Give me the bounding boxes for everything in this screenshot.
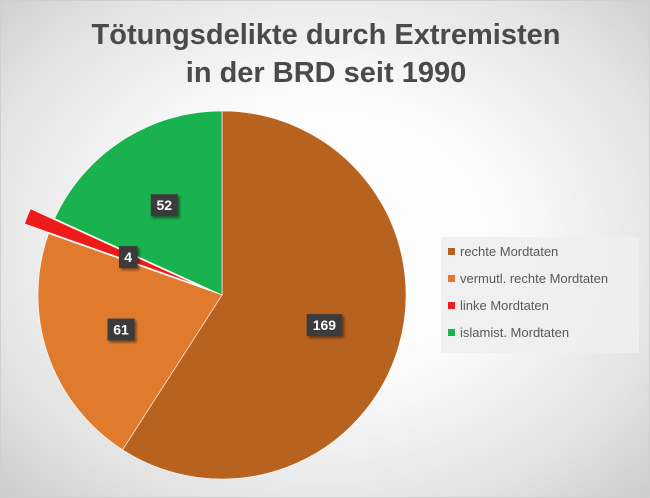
- pie-slice-rechte-mordtaten[interactable]: [122, 110, 407, 480]
- legend-item-vermutl-rechte-mordtaten[interactable]: vermutl. rechte Mordtaten: [448, 269, 608, 287]
- data-label-linke-mordtaten: 4: [118, 246, 138, 269]
- data-label-box: [306, 314, 343, 337]
- pie-slice-islamist-mordtaten[interactable]: [54, 110, 223, 296]
- data-label-text: 169: [313, 317, 337, 333]
- pie-slice-vermutl-rechte-mordtaten[interactable]: [37, 233, 223, 451]
- data-label-box: [107, 318, 135, 341]
- chart-title-line2: in der BRD seit 1990: [185, 57, 467, 89]
- legend-label: rechte Mordtaten: [460, 243, 559, 259]
- legend-swatch: [448, 301, 455, 309]
- data-label-vermutl-rechte-mordtaten: 61: [107, 318, 135, 341]
- legend-swatch: [448, 247, 455, 255]
- legend-swatch: [448, 328, 455, 336]
- legend-item-linke-mordtaten[interactable]: linke Mordtaten: [448, 296, 549, 314]
- pie-slice-linke-mordtaten[interactable]: [24, 208, 199, 286]
- data-label-box: [118, 246, 138, 269]
- data-label-box: [150, 194, 178, 217]
- legend-swatch: [448, 274, 455, 282]
- data-label-rechte-mordtaten: 169: [306, 314, 343, 337]
- data-label-text: 61: [113, 322, 129, 338]
- legend-label: vermutl. rechte Mordtaten: [460, 270, 609, 286]
- chart-title-line1: Tötungsdelikte durch Extremisten: [91, 19, 561, 51]
- data-label-text: 52: [157, 197, 173, 213]
- legend-label: islamist. Mordtaten: [460, 324, 570, 340]
- legend-item-islamist-mordtaten[interactable]: islamist. Mordtaten: [448, 323, 569, 341]
- data-label-islamist-mordtaten: 52: [150, 194, 178, 217]
- chart-legend: rechte Mordtaten vermutl. rechte Mordtate…: [441, 237, 639, 353]
- legend-label: linke Mordtaten: [460, 297, 549, 313]
- legend-item-rechte-mordtaten[interactable]: rechte Mordtaten: [448, 242, 558, 260]
- data-label-text: 4: [124, 249, 132, 265]
